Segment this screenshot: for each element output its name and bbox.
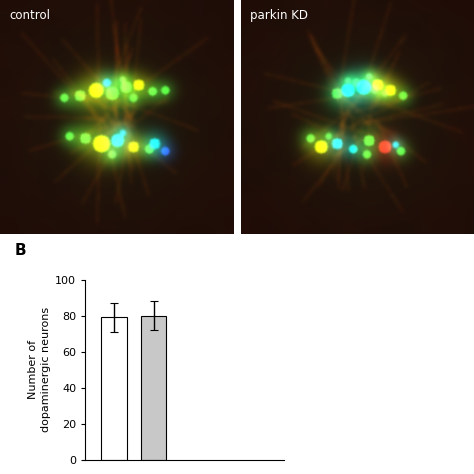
- Text: parkin KD: parkin KD: [250, 9, 308, 22]
- Bar: [141, 316, 166, 460]
- Y-axis label: Number of
dopaminergic neurons: Number of dopaminergic neurons: [28, 307, 51, 432]
- Bar: [101, 318, 127, 460]
- Text: B: B: [14, 243, 26, 258]
- Text: control: control: [9, 9, 50, 22]
